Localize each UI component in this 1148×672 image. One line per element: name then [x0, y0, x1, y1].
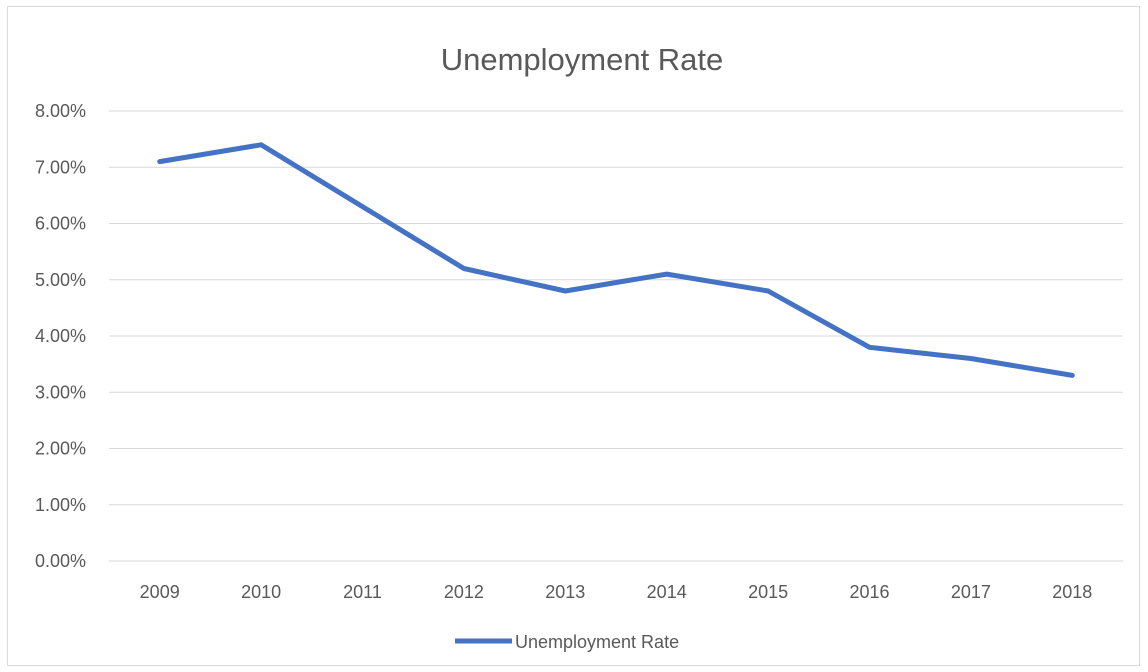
y-tick-label: 8.00% [35, 101, 86, 121]
x-tick-label: 2013 [545, 582, 585, 602]
x-tick-label: 2009 [140, 582, 180, 602]
legend-label: Unemployment Rate [515, 632, 679, 652]
x-tick-label: 2011 [343, 582, 382, 602]
x-tick-label: 2017 [951, 582, 991, 602]
series-line [157, 142, 1075, 378]
legend: Unemployment Rate [455, 632, 679, 652]
x-tick-label: 2014 [647, 582, 687, 602]
x-axis-tick-labels: 2009 2010 2011 2012 2013 2014 2015 2016 2017 2018 [140, 582, 1093, 602]
line-chart: Unemployment Rate 0.00% 1.00% 2.00% 3.00% 4.… [35, 42, 1123, 652]
y-tick-label: 1.00% [35, 495, 86, 515]
x-tick-label: 2018 [1052, 582, 1092, 602]
y-tick-label: 2.00% [35, 439, 86, 459]
y-tick-label: 0.00% [35, 551, 86, 571]
chart-area: Unemployment Rate 0.00% 1.00% 2.00% 3.00% 4.… [7, 6, 1140, 666]
series-lines [157, 142, 1075, 378]
y-tick-label: 7.00% [35, 157, 86, 177]
y-tick-label: 4.00% [35, 326, 86, 346]
y-axis-tick-labels: 0.00% 1.00% 2.00% 3.00% 4.00% 5.00% 6.00% 7.00%… [35, 101, 86, 571]
x-tick-label: 2016 [849, 582, 889, 602]
chart-title: Unemployment Rate [441, 42, 724, 77]
y-tick-label: 6.00% [35, 214, 86, 234]
y-tick-label: 5.00% [35, 270, 86, 290]
x-tick-label: 2012 [444, 582, 484, 602]
x-tick-label: 2015 [748, 582, 788, 602]
gridlines [109, 110, 1123, 562]
x-tick-label: 2010 [241, 582, 281, 602]
y-tick-label: 3.00% [35, 382, 86, 402]
